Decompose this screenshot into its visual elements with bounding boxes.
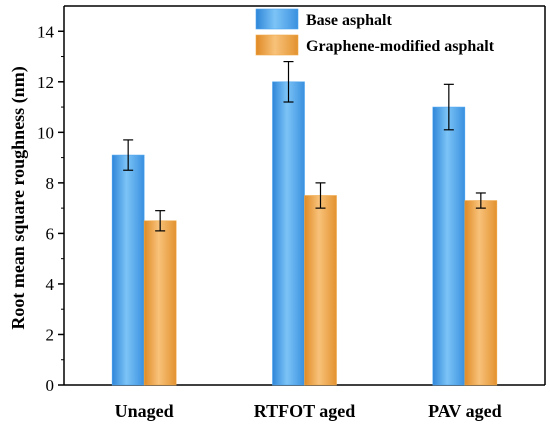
legend-swatch xyxy=(255,34,299,56)
error-bars xyxy=(123,60,486,232)
y-tick-label: 6 xyxy=(46,224,55,243)
x-tick-label: Unaged xyxy=(115,401,174,421)
x-tick-label: RTFOT aged xyxy=(254,401,356,421)
legend: Base asphalt Graphene-modified asphalt xyxy=(255,8,495,56)
axes: 0 2 4 6 8 10 12 14 Unaged RTFOT aged PAV aged xyxy=(37,5,546,421)
y-tick-label: 2 xyxy=(46,325,55,344)
y-tick-label: 4 xyxy=(46,275,55,294)
legend-swatch xyxy=(255,8,299,30)
x-tick-label: PAV aged xyxy=(428,401,502,421)
y-tick-label: 0 xyxy=(46,376,55,395)
bar xyxy=(111,154,145,386)
bar xyxy=(432,106,466,386)
legend-label: Graphene-modified asphalt xyxy=(306,38,495,55)
y-tick-label: 10 xyxy=(37,123,54,142)
bars xyxy=(111,81,498,386)
y-tick-label: 12 xyxy=(37,73,54,92)
bar xyxy=(143,220,177,386)
bar xyxy=(464,200,498,386)
bar xyxy=(304,195,337,386)
legend-label: Base asphalt xyxy=(306,12,392,29)
y-tick-label: 14 xyxy=(37,22,55,41)
bar xyxy=(272,81,305,386)
y-axis-label: Root mean square roughness (nm) xyxy=(8,66,29,329)
y-tick-label: 8 xyxy=(46,174,55,193)
